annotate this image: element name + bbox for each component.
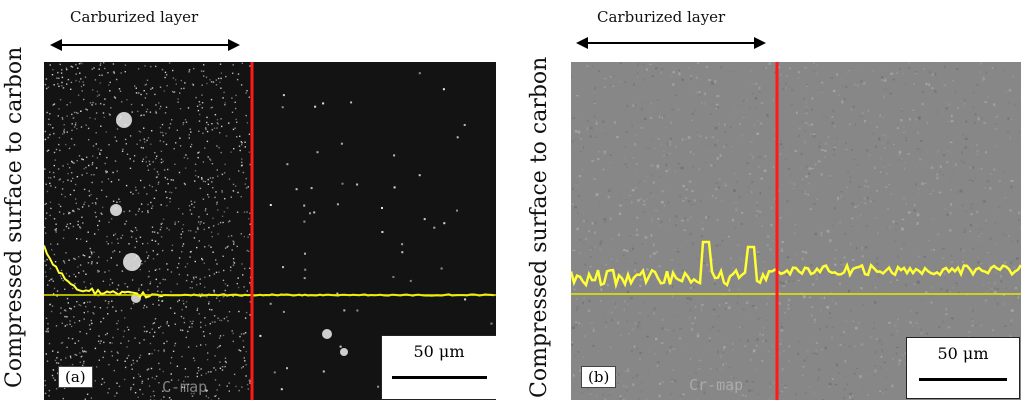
scale-bar-b bbox=[919, 378, 1007, 381]
scale-label-b: 50 μm bbox=[937, 344, 989, 363]
y-axis-label-b: Compressed surface to carbon bbox=[527, 56, 552, 398]
carburized-label-a: Carburized layer bbox=[70, 8, 199, 26]
chromium-profile-line bbox=[571, 240, 1021, 290]
micrograph-b: Cr-map (b) 50 μm bbox=[571, 62, 1021, 400]
dot-field-a bbox=[44, 62, 493, 400]
map-text-a: C-map bbox=[162, 378, 208, 396]
double-arrow-b bbox=[576, 37, 766, 49]
scale-box-b: 50 μm bbox=[906, 337, 1020, 399]
micrograph-b-svg bbox=[571, 62, 1021, 400]
scale-bar-a bbox=[392, 376, 487, 379]
micrograph-a: C-map (a) 50 μm bbox=[44, 62, 496, 400]
panel-tag-a: (a) bbox=[58, 366, 93, 388]
y-axis-label-a: Compressed surface to carbon bbox=[2, 46, 27, 388]
carbon-profile-line bbox=[44, 245, 495, 299]
scale-label-a: 50 μm bbox=[413, 342, 465, 361]
double-arrow-a bbox=[50, 39, 240, 51]
scale-box-a: 50 μm bbox=[381, 335, 496, 400]
panel-tag-b: (b) bbox=[581, 366, 617, 388]
carburized-label-b: Carburized layer bbox=[597, 8, 726, 26]
micrograph-a-svg bbox=[44, 62, 496, 400]
map-text-b: Cr-map bbox=[689, 376, 744, 394]
